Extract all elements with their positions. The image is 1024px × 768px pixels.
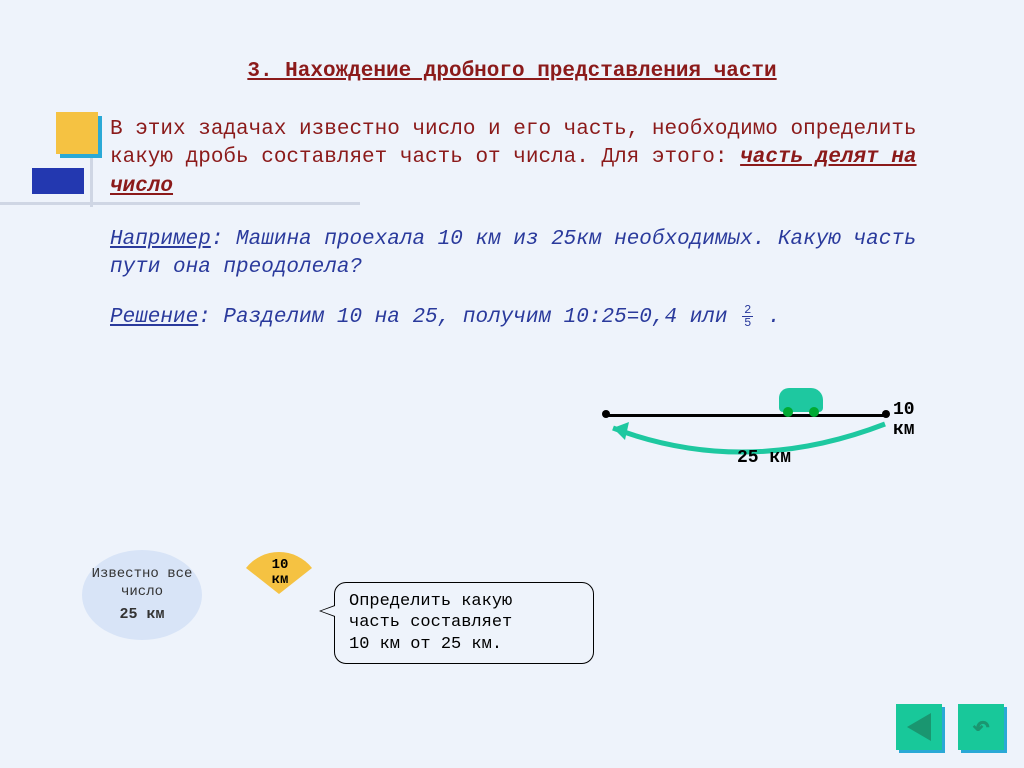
slide-title: 3. Нахождение дробного представления час… [0,60,1024,83]
example-block: Например: Машина проехала 10 км из 25км … [110,226,920,283]
segment-dot-end [882,410,890,418]
triangle-left-icon [907,713,931,741]
label-10km: 10 км [893,400,935,440]
fraction-2-5: 25 [742,304,753,329]
callout-tail [319,605,335,617]
pie-whole: Известно все число 25 км [82,550,202,640]
example-label: Например [110,228,211,251]
label-25km: 25 км [737,448,791,468]
decor-square-yellow [56,112,98,154]
undo-button[interactable]: ↶ [958,704,1004,750]
pie-slice: 10 км [240,550,318,594]
solution-label: Решение [110,306,198,329]
car-icon [779,388,823,412]
callout-l3: 10 км от 25 км. [349,634,579,655]
distance-diagram: 10 км 25 км [605,378,935,478]
example-text: : Машина проехала 10 км из 25км необходи… [110,228,917,279]
segment-line [605,414,885,417]
pie-whole-l2: число [121,583,163,601]
pie-whole-l1: Известно все [92,565,193,583]
segment-dot-start [602,410,610,418]
solution-text-after: . [755,306,780,329]
decor-rule [0,202,360,205]
callout-box: Определить какую часть составляет 10 км … [334,582,594,664]
pie-slice-label: 10 км [260,558,300,587]
back-button[interactable] [896,704,942,750]
nav-controls: ↶ [896,704,1004,750]
fraction-den: 5 [742,317,753,329]
callout-l2: часть составляет [349,612,579,633]
pie-whole-value: 25 км [119,605,164,625]
intro-text: В этих задачах известно число и его част… [110,116,920,201]
undo-icon: ↶ [972,709,990,746]
decor-bar-blue [32,168,84,194]
solution-text-before: : Разделим 10 на 25, получим 10:25=0,4 и… [198,306,740,329]
solution-block: Решение: Разделим 10 на 25, получим 10:2… [110,304,940,332]
callout-l1: Определить какую [349,591,579,612]
